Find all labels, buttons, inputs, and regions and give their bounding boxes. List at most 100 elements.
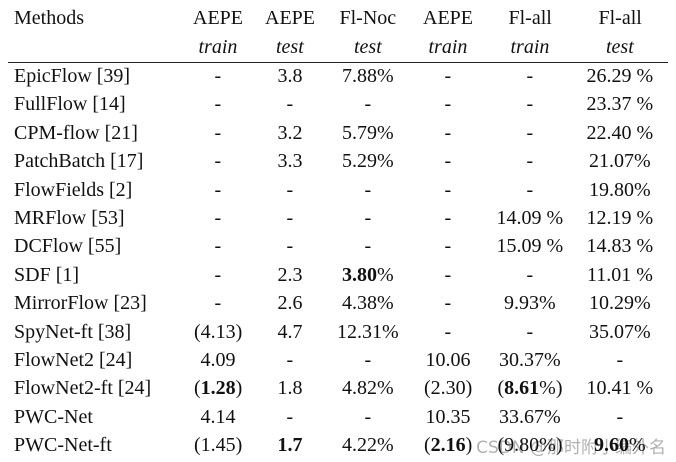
table-cell: 12.19 %: [586, 207, 654, 229]
header-rule: [8, 62, 668, 63]
table-cell: -: [526, 65, 534, 87]
table-cell: (9.80%): [497, 434, 563, 457]
cell-part: %: [377, 263, 394, 286]
table-cell: AEPE: [423, 7, 473, 29]
table-cell: 11.01 %: [587, 263, 653, 286]
method-cell: FlowNet2 [24]: [14, 349, 133, 371]
cell-part: 3.80: [342, 263, 377, 286]
table-cell: 14.09 %: [496, 207, 564, 229]
watermark: CSDN @那时附小编外名: [476, 438, 666, 458]
table-cell: -: [214, 263, 222, 286]
table-cell: 10.29%: [589, 292, 651, 315]
table-cell: -: [214, 121, 222, 144]
table-cell: -: [214, 93, 222, 116]
table-cell: -: [214, 65, 222, 87]
table-cell: test: [276, 36, 304, 58]
table-cell: -: [364, 178, 372, 201]
table-cell: train: [198, 36, 238, 58]
table-cell: -: [526, 263, 534, 286]
cell-part: (: [497, 377, 505, 400]
cell-part: 9.60: [594, 434, 629, 457]
table-cell: (1.28): [194, 376, 242, 400]
cell-part: %: [629, 434, 646, 457]
table-cell: -: [444, 121, 452, 144]
table-cell: 3.3: [277, 150, 303, 173]
table-cell: -: [616, 405, 624, 428]
table-cell: 33.67%: [499, 405, 561, 428]
table-cell: 1.8: [277, 377, 303, 400]
table-cell: (2.16): [424, 433, 472, 457]
method-cell: MirrorFlow [23]: [14, 292, 147, 315]
cell-part: 2.16: [430, 434, 466, 457]
table-cell: 1.7: [278, 433, 303, 457]
table-cell: -: [286, 93, 294, 116]
table-cell: 2.3: [277, 263, 303, 286]
method-cell: FlowNet2-ft [24]: [14, 377, 152, 400]
table-cell: train: [510, 36, 550, 58]
table-cell: -: [286, 178, 294, 201]
cell-part: (: [194, 377, 201, 400]
method-cell: FlowFields [2]: [14, 178, 133, 201]
table-cell: Fl-all: [508, 7, 552, 29]
cell-part: (: [424, 434, 431, 457]
cell-part: ): [235, 377, 243, 400]
table-cell: -: [526, 121, 534, 144]
table-cell: (8.61%): [498, 376, 563, 400]
table-cell: 35.07%: [589, 320, 651, 343]
method-cell: PWC-Net: [14, 405, 93, 428]
method-cell: PWC-Net-ft: [14, 434, 112, 457]
table-cell: -: [364, 207, 372, 229]
table-cell: -: [526, 93, 534, 116]
table-cell: -: [214, 150, 222, 173]
table-cell: -: [214, 178, 222, 201]
table-cell: 23.37 %: [586, 93, 654, 116]
table-cell: -: [444, 65, 452, 87]
table-cell: -: [364, 349, 372, 371]
table-cell: AEPE: [265, 7, 315, 29]
cell-part: %): [539, 377, 563, 400]
table-cell: -: [286, 207, 294, 229]
table-cell: -: [526, 320, 534, 343]
table-cell: 14.83 %: [586, 235, 654, 258]
table-cell: test: [606, 36, 634, 58]
table-cell: AEPE: [193, 7, 243, 29]
cell-part: 1.28: [200, 377, 236, 400]
method-cell: MRFlow [53]: [14, 207, 125, 229]
table-cell: 10.35: [425, 405, 471, 428]
table-cell: -: [364, 235, 372, 258]
table-cell: -: [286, 405, 294, 428]
table-cell: 4.38%: [342, 292, 394, 315]
table-cell: 22.40 %: [586, 121, 654, 144]
table-cell: 3.8: [277, 65, 303, 87]
table-cell: 10.41 %: [586, 377, 654, 400]
table-cell: -: [444, 150, 452, 173]
method-cell: EpicFlow [39]: [14, 65, 131, 87]
table-cell: (1.45): [194, 434, 243, 457]
table-cell: -: [616, 349, 624, 371]
table-cell: train: [428, 36, 468, 58]
method-cell: SDF [1]: [14, 263, 80, 286]
table-cell: 2.6: [277, 292, 303, 315]
cell-part: 8.61: [504, 377, 540, 400]
table-cell: -: [444, 320, 452, 343]
table-cell: 4.14: [200, 405, 236, 428]
table-cell: (4.13): [194, 320, 243, 343]
table-cell: 4.09: [200, 349, 236, 371]
table-cell: -: [214, 292, 222, 315]
table-cell: 3.80%: [342, 263, 394, 287]
table-cell: -: [286, 235, 294, 258]
method-cell: DCFlow [55]: [14, 235, 122, 258]
method-cell: FullFlow [14]: [14, 93, 126, 116]
table-cell: 30.37%: [499, 349, 561, 371]
table-cell: -: [444, 93, 452, 116]
table-cell: 10.06: [425, 349, 471, 371]
table-cell: -: [364, 405, 372, 428]
table-cell: 19.80%: [589, 178, 651, 201]
table-cell: 5.79%: [342, 121, 394, 144]
cell-part: 1.7: [277, 434, 303, 457]
table-cell: -: [444, 235, 452, 258]
table-cell: -: [214, 207, 222, 229]
table-cell: -: [364, 93, 372, 116]
table-cell: 7.88%: [342, 65, 394, 87]
